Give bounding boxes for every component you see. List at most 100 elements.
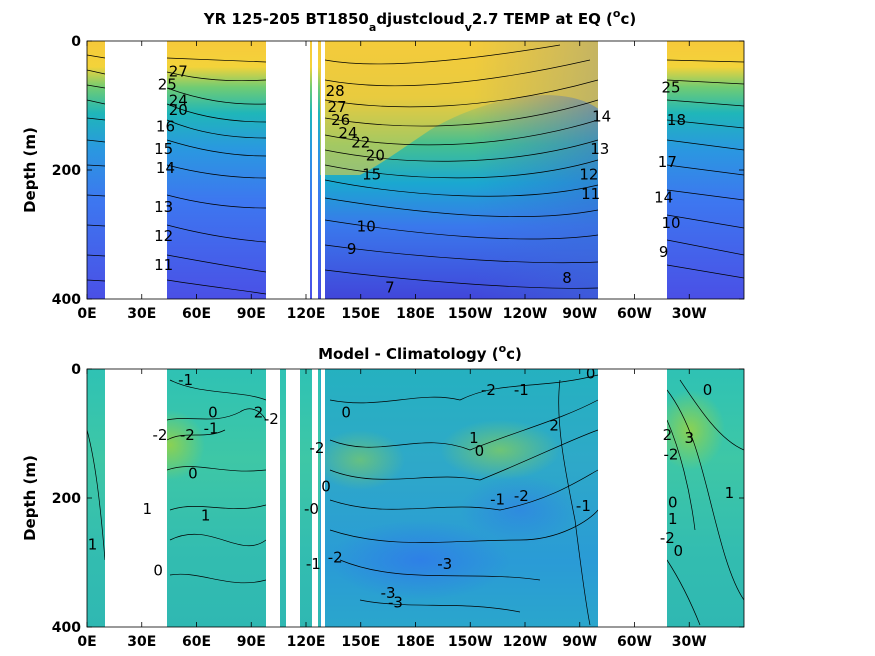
x-tick-label: 30W — [672, 306, 707, 322]
contour-label: 12 — [579, 166, 598, 184]
contour-label: 1 — [668, 510, 678, 528]
contour-label: 13 — [590, 140, 609, 158]
x-tick-label: 90E — [237, 634, 266, 650]
x-tick-label: 180E — [396, 634, 435, 650]
y-axis: 0 200 400 — [52, 34, 744, 308]
x-tick-label: 120W — [503, 306, 548, 322]
contour-label: -2 — [264, 410, 279, 428]
difference-contours — [87, 374, 744, 626]
y-tick-label: 200 — [52, 163, 81, 179]
y-axis-label: Depth (m) — [21, 455, 39, 541]
contour-label: 0 — [188, 465, 198, 483]
x-tick-label: 150E — [341, 306, 380, 322]
x-tick-label: 120E — [287, 306, 326, 322]
contour-label: -2 — [664, 445, 679, 463]
contour-label: -1 — [178, 371, 193, 389]
panel-temperature: YR 125-205 BT1850adjustcloudv2.7 TEMP at… — [21, 7, 745, 322]
land-gaps — [105, 41, 667, 299]
contour-label: 11 — [581, 185, 600, 203]
contour-label: 2 — [549, 416, 559, 434]
contour-label: 0 — [703, 381, 713, 399]
x-tick-label: 150W — [448, 306, 493, 322]
contour-label: 16 — [156, 117, 175, 135]
contour-label: 26 — [331, 111, 350, 129]
contour-label: 0 — [321, 478, 331, 496]
contour-label: 1 — [142, 500, 152, 518]
contour-label: 1 — [201, 507, 211, 525]
contour-label: 14 — [156, 159, 175, 177]
x-tick-label: 90W — [562, 634, 597, 650]
contour-label: 2 — [663, 426, 673, 444]
contour-label: -2 — [328, 549, 343, 567]
contour-label: 8 — [562, 269, 572, 287]
contour-label: 24 — [169, 92, 188, 110]
contour-label: -1 — [514, 381, 529, 399]
contour-label: 0 — [153, 561, 163, 579]
x-tick-label: 60E — [182, 306, 211, 322]
contour-label: 0 — [208, 403, 218, 421]
contour-label: 1 — [725, 484, 735, 502]
y-tick-label: 400 — [52, 292, 81, 308]
x-tick-label: 150E — [341, 634, 380, 650]
contour-label: 10 — [357, 217, 376, 235]
contour-label: 25 — [661, 79, 680, 97]
x-tick-label: 0E — [77, 306, 96, 322]
x-tick-label: 60E — [182, 634, 211, 650]
contour-label: -2 — [514, 487, 529, 505]
x-tick-label: 30E — [127, 306, 156, 322]
x-tick-label: 30W — [672, 634, 707, 650]
contour-label: -3 — [437, 555, 452, 573]
panel-title: Model - Climatology (oc) — [318, 342, 522, 363]
contour-label: 14 — [592, 108, 611, 126]
contour-label: 27 — [169, 62, 188, 80]
x-tick-label: 0E — [77, 634, 96, 650]
contour-label: -2 — [481, 381, 496, 399]
contour-label: 22 — [351, 133, 370, 151]
x-tick-label: 30E — [127, 634, 156, 650]
x-tick-label: 120W — [503, 634, 548, 650]
contour-label: 25 — [158, 75, 177, 93]
contour-label: -2 — [309, 439, 324, 457]
contour-label: 12 — [154, 227, 173, 245]
y-tick-label: 200 — [52, 491, 81, 507]
contour-label: 27 — [327, 98, 346, 116]
contour-labels: 2725242016151413121128272624222015109781… — [154, 62, 686, 296]
contour-label: 24 — [338, 124, 357, 142]
contour-label: -0 — [304, 500, 319, 518]
contour-label: 9 — [347, 240, 357, 258]
contour-label: -2 — [180, 426, 195, 444]
contour-label: -2 — [660, 529, 675, 547]
contour-label: 7 — [385, 279, 395, 297]
contour-label: 0 — [586, 365, 596, 383]
contour-label: 2 — [254, 403, 264, 421]
contour-label: 0 — [341, 403, 351, 421]
contour-label: 17 — [658, 153, 677, 171]
y-tick-label: 400 — [52, 620, 81, 636]
y-tick-label: 0 — [71, 34, 81, 50]
contour-label: 20 — [366, 146, 385, 164]
x-axis: 0E 30E 60E 90E 120E 150E 180E 150W 120W 90W 60W 30W — [77, 369, 707, 650]
contour-label: 14 — [654, 188, 673, 206]
contour-label: -1 — [306, 555, 321, 573]
y-tick-label: 0 — [71, 362, 81, 378]
x-tick-label: 60W — [617, 306, 652, 322]
contour-label: 1 — [88, 536, 98, 554]
y-axis-label: Depth (m) — [21, 127, 39, 213]
x-tick-label: 90W — [562, 306, 597, 322]
contour-label: 20 — [169, 101, 188, 119]
contour-label: 28 — [326, 82, 345, 100]
x-tick-label: 60W — [617, 634, 652, 650]
contour-label: 3 — [684, 429, 694, 447]
contour-label: 0 — [668, 494, 678, 512]
contour-label: 0 — [475, 442, 485, 460]
x-tick-label: 150W — [448, 634, 493, 650]
x-tick-label: 90E — [237, 306, 266, 322]
contour-label: 0 — [674, 542, 684, 560]
x-tick-label: 120E — [287, 634, 326, 650]
contour-label: 15 — [154, 140, 173, 158]
x-tick-label: 180E — [396, 306, 435, 322]
contour-label: 10 — [661, 214, 680, 232]
temperature-field: 2725242016151413121128272624222015109781… — [87, 41, 744, 299]
